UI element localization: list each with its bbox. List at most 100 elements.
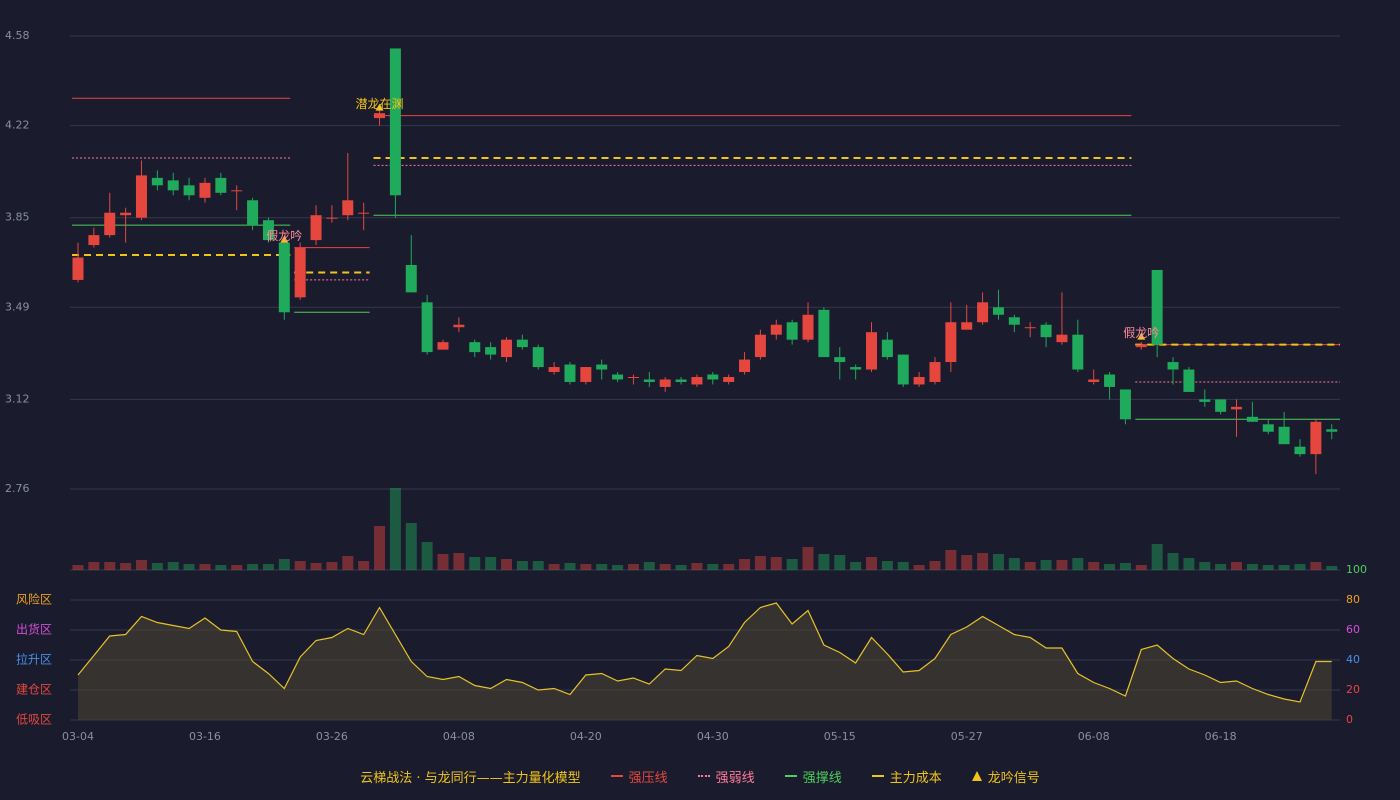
legend-label: 龙吟信号 bbox=[987, 770, 1040, 786]
volume-bar bbox=[1294, 564, 1306, 570]
volume-bar bbox=[1231, 562, 1243, 570]
volume-bar bbox=[262, 564, 274, 570]
volume-bar bbox=[421, 542, 433, 570]
volume-bar bbox=[1326, 566, 1338, 570]
candle-body bbox=[1072, 334, 1084, 370]
candle-body bbox=[183, 185, 195, 196]
candle-body bbox=[278, 242, 290, 313]
volume-bar bbox=[437, 554, 449, 570]
x-tick-label: 03-16 bbox=[189, 730, 221, 743]
volume-bar bbox=[643, 562, 655, 570]
volume-bar bbox=[596, 564, 608, 570]
volume-bar bbox=[1056, 560, 1068, 570]
volume-bar bbox=[1278, 565, 1290, 570]
candle-body bbox=[1310, 421, 1322, 455]
candle-body bbox=[167, 180, 179, 191]
volume-bar bbox=[945, 550, 957, 570]
candle-body bbox=[834, 357, 846, 363]
candle-body bbox=[1119, 389, 1131, 420]
volume-bar bbox=[802, 547, 814, 570]
volume-bar bbox=[770, 557, 782, 570]
candle-body bbox=[437, 342, 449, 350]
candle-body bbox=[1151, 269, 1163, 345]
y-tick-label: 3.85 bbox=[5, 211, 30, 224]
volume-bar bbox=[881, 561, 893, 570]
candle-body bbox=[850, 367, 862, 370]
candle-body bbox=[802, 314, 814, 340]
volume-bar bbox=[183, 564, 195, 570]
legend-item: 主力成本 bbox=[871, 767, 942, 786]
x-tick-label: 04-08 bbox=[443, 730, 475, 743]
legend-item: 强弱线 bbox=[697, 767, 755, 786]
zone-label: 拉升区 bbox=[16, 652, 52, 667]
volume-bar bbox=[516, 561, 528, 570]
volume-bar bbox=[500, 559, 512, 570]
candle-body bbox=[612, 374, 624, 380]
legend-item: 强压线 bbox=[610, 767, 668, 786]
candle-body bbox=[913, 376, 925, 385]
signal-marker bbox=[280, 235, 289, 243]
volume-bar bbox=[1072, 558, 1084, 570]
legend-title: 云梯战法 · 与龙同行——主力量化模型 bbox=[360, 770, 581, 786]
candle-body bbox=[596, 364, 608, 370]
y-tick-label: 4.58 bbox=[5, 29, 30, 42]
volume-bar bbox=[1088, 562, 1100, 570]
candle-body bbox=[1199, 399, 1211, 402]
volume-bar bbox=[389, 488, 401, 570]
candle-body bbox=[897, 354, 909, 385]
volume-bar bbox=[469, 557, 481, 570]
legend-swatch bbox=[784, 775, 797, 777]
volume-bar bbox=[1151, 544, 1163, 570]
candle-body bbox=[786, 322, 798, 340]
candle-body bbox=[1215, 399, 1227, 412]
zone-label: 建仓区 bbox=[16, 683, 52, 697]
candle-body bbox=[294, 247, 306, 298]
candle-body bbox=[881, 339, 893, 358]
candle-body bbox=[389, 48, 401, 196]
candle-body bbox=[1294, 446, 1306, 455]
candle-body bbox=[326, 217, 338, 219]
candle-body bbox=[659, 379, 671, 387]
legend-triangle bbox=[971, 771, 982, 781]
candle-body bbox=[723, 376, 735, 382]
volume-bar bbox=[961, 555, 973, 570]
y-tick-label: 80 bbox=[1346, 593, 1360, 606]
volume-bar bbox=[913, 565, 925, 570]
volume-bar bbox=[1199, 562, 1211, 570]
candle-body bbox=[548, 367, 560, 373]
volume-bar bbox=[707, 564, 719, 570]
volume-bar bbox=[1040, 560, 1052, 570]
volume-bar bbox=[231, 565, 243, 570]
legend-item: 强撑线 bbox=[784, 767, 842, 786]
volume-bar bbox=[278, 559, 290, 570]
candle-body bbox=[135, 175, 147, 218]
candle-body bbox=[453, 324, 465, 328]
candle-body bbox=[1040, 324, 1052, 338]
candle-body bbox=[1056, 334, 1068, 343]
candle-body bbox=[1135, 344, 1147, 348]
volume-bar bbox=[850, 562, 862, 570]
candle-body bbox=[977, 302, 989, 323]
signal-label: 假龙吟 bbox=[1123, 325, 1159, 340]
volume-bar bbox=[929, 561, 941, 570]
candle-body bbox=[1167, 362, 1179, 370]
x-tick-label: 05-27 bbox=[951, 730, 983, 743]
volume-bar bbox=[120, 563, 132, 570]
volume-bar bbox=[834, 555, 846, 570]
volume-bar bbox=[247, 564, 259, 570]
volume-bar bbox=[786, 559, 798, 570]
candle-body bbox=[1088, 379, 1100, 382]
legend-label: 强弱线 bbox=[715, 770, 755, 786]
volume-bar bbox=[866, 557, 877, 570]
volume-bar bbox=[326, 562, 338, 570]
volume-bar bbox=[977, 553, 989, 570]
volume-bar bbox=[739, 559, 751, 570]
volume-bar bbox=[453, 553, 465, 570]
volume-bar bbox=[659, 564, 671, 570]
legend-item: 龙吟信号 bbox=[971, 767, 1040, 786]
x-tick-label: 06-08 bbox=[1078, 730, 1110, 743]
signal-label: 假龙吟 bbox=[266, 228, 302, 243]
y-tick-label: 40 bbox=[1346, 653, 1360, 666]
candle-body bbox=[992, 307, 1004, 315]
